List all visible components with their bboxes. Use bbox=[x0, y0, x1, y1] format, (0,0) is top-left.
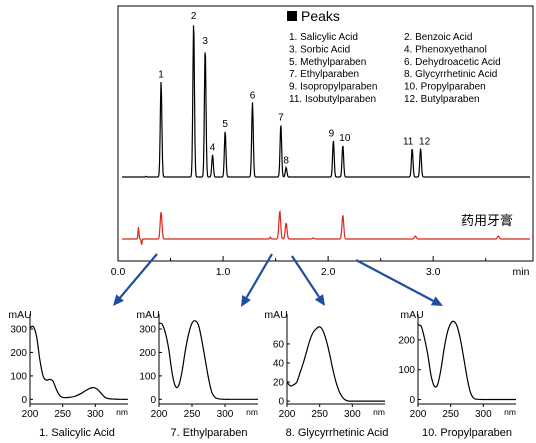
standard-trace bbox=[122, 25, 530, 178]
uv-spectrum-curve bbox=[286, 326, 385, 402]
x-tick-label: 250 bbox=[442, 409, 459, 420]
y-tick-label: 100 bbox=[10, 371, 27, 382]
x-tick-label: 250 bbox=[311, 409, 328, 420]
callout-arrow-line bbox=[355, 259, 434, 302]
uv-spectrum-10: 0 100 200 200 250 300 nm mAU 10. Propylparaben bbox=[398, 309, 516, 439]
y-tick-label: 0 bbox=[278, 397, 284, 408]
callout-arrow-head bbox=[430, 296, 443, 306]
x-tick-label: 300 bbox=[475, 409, 492, 420]
uv-spectrum-curve bbox=[29, 325, 129, 400]
legend-item: 4. Phenoxyethanol bbox=[404, 44, 487, 55]
y-tick-label: 200 bbox=[398, 335, 415, 346]
y-tick-label: 300 bbox=[139, 325, 156, 336]
legend-item: 3. Sorbic Acid bbox=[289, 44, 350, 55]
x-unit-label: nm bbox=[116, 407, 128, 417]
x-unit-label: nm bbox=[246, 407, 258, 417]
spectrum-caption: 7. Ethylparaben bbox=[170, 427, 247, 439]
x-tick-label: 2.0 bbox=[321, 266, 336, 278]
y-tick-label: 0 bbox=[409, 395, 415, 406]
legend-item: 2. Benzoic Acid bbox=[404, 32, 472, 43]
y-axis-label: mAU bbox=[264, 309, 287, 321]
x-tick-label: 3.0 bbox=[426, 266, 441, 278]
peak-label: 3 bbox=[202, 36, 208, 47]
peak-label: 4 bbox=[210, 143, 216, 154]
spectrum-caption: 10. Propylparaben bbox=[422, 427, 512, 439]
peak-label: 7 bbox=[278, 113, 284, 124]
y-tick-label: 300 bbox=[10, 325, 27, 336]
legend-item: 6. Dehydroacetic Acid bbox=[404, 57, 501, 68]
peak-label: 6 bbox=[250, 90, 256, 101]
y-tick-label: 100 bbox=[139, 371, 156, 382]
uv-spectrum-8: 0 20 40 60 200 250 300 nm mAU 8. Glycyrrhetinic A… bbox=[264, 309, 388, 439]
peak-label: 2 bbox=[191, 11, 197, 22]
callout-arrow-line bbox=[119, 253, 158, 299]
y-tick-label: 200 bbox=[10, 348, 27, 359]
x-tick-label: 0.0 bbox=[111, 266, 126, 278]
peak-label: 12 bbox=[419, 136, 431, 147]
callout-arrow-head bbox=[314, 294, 325, 306]
legend-item: 1. Salicylic Acid bbox=[289, 32, 358, 43]
x-unit-label: nm bbox=[504, 407, 516, 417]
peak-label: 5 bbox=[222, 119, 228, 130]
spectrum-caption: 1. Salicylic Acid bbox=[39, 427, 115, 439]
legend-item: 5. Methylparaben bbox=[289, 57, 366, 68]
peak-label: 8 bbox=[283, 155, 289, 166]
x-tick-label: 1.0 bbox=[216, 266, 231, 278]
y-axis-label: mAU bbox=[8, 309, 31, 321]
legend-marker-square bbox=[287, 11, 297, 21]
x-tick-label: 200 bbox=[151, 409, 168, 420]
x-tick-label: 250 bbox=[184, 409, 201, 420]
peak-label: 10 bbox=[339, 133, 351, 144]
callout-arrows bbox=[113, 253, 443, 307]
legend-title: Peaks bbox=[301, 8, 340, 24]
y-tick-label: 20 bbox=[273, 378, 285, 389]
y-tick-label: 40 bbox=[273, 359, 285, 370]
uv-spectrum-curve bbox=[158, 320, 258, 400]
sample-label: 药用牙膏 bbox=[461, 213, 513, 228]
y-tick-label: 100 bbox=[398, 365, 415, 376]
x-tick-label: 250 bbox=[54, 409, 71, 420]
uv-spectrum-1: 0 100 200 300 200 250 300 nm mAU 1. Salicylic Aci… bbox=[8, 309, 129, 439]
x-tick-label: 200 bbox=[279, 409, 296, 420]
sample-trace bbox=[122, 209, 530, 245]
x-unit-label: nm bbox=[373, 407, 385, 417]
x-tick-label: 200 bbox=[410, 409, 427, 420]
uv-spectrum-7: 0 100 200 300 200 250 300 nm mAU 7. Ethylparaben bbox=[136, 309, 258, 439]
y-axis-label: mAU bbox=[136, 309, 159, 321]
y-tick-label: 60 bbox=[273, 339, 285, 350]
spectrum-caption: 8. Glycyrrhetinic Acid bbox=[286, 427, 389, 439]
peak-label: 11 bbox=[403, 136, 414, 147]
legend-item: 8. Glycyrrhetinic Acid bbox=[404, 69, 497, 80]
legend-item: 12. Butylparaben bbox=[404, 94, 480, 105]
peaks-legend: Peaks 1. Salicylic Acid 2. Benzoic Acid 3. … bbox=[287, 8, 501, 105]
y-tick-label: 200 bbox=[139, 348, 156, 359]
y-axis-label: mAU bbox=[400, 309, 423, 321]
legend-item: 7. Ethylparaben bbox=[289, 69, 359, 80]
y-tick-label: 0 bbox=[21, 395, 27, 406]
callout-arrow-head bbox=[113, 294, 124, 306]
callout-arrow-head bbox=[241, 295, 251, 307]
legend-item: 9. Isopropylparaben bbox=[289, 82, 377, 93]
x-unit-label: min bbox=[513, 266, 530, 278]
callout-arrow-line bbox=[291, 255, 320, 298]
legend-item: 11. Isobutylparaben bbox=[289, 94, 376, 105]
legend-item: 10. Propylparaben bbox=[404, 82, 486, 93]
y-tick-label: 0 bbox=[150, 395, 156, 406]
x-tick-label: 200 bbox=[22, 409, 39, 420]
peak-label: 1 bbox=[158, 70, 164, 81]
plot-frame bbox=[117, 5, 534, 262]
x-tick-label: 300 bbox=[217, 409, 234, 420]
callout-arrow-line bbox=[245, 253, 273, 299]
x-tick-label: 300 bbox=[87, 409, 104, 420]
x-tick-label: 300 bbox=[344, 409, 361, 420]
uv-spectrum-curve bbox=[417, 320, 516, 401]
peak-label: 9 bbox=[329, 128, 335, 139]
